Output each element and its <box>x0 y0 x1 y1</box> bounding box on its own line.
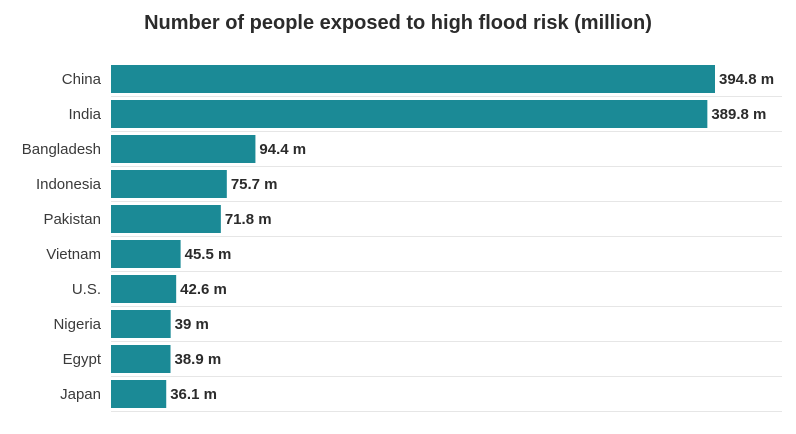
bar-pakistan <box>111 205 221 233</box>
value-label: 389.8 m <box>711 106 766 123</box>
value-label: 75.7 m <box>231 176 278 193</box>
value-label: 38.9 m <box>175 351 222 368</box>
category-label: Indonesia <box>36 176 102 193</box>
bar-nigeria <box>111 310 171 338</box>
value-label: 39 m <box>175 316 209 333</box>
category-label: India <box>68 106 101 123</box>
bar-u-s <box>111 275 177 303</box>
category-label: Nigeria <box>53 316 101 333</box>
category-label: Pakistan <box>43 211 101 228</box>
category-label: Japan <box>60 386 101 403</box>
value-label: 36.1 m <box>170 386 217 403</box>
value-label: 45.5 m <box>185 246 232 263</box>
chart-title: Number of people exposed to high flood r… <box>144 12 652 34</box>
category-label: Egypt <box>63 351 102 368</box>
bar-india <box>111 100 708 128</box>
value-label: 94.4 m <box>259 141 306 158</box>
category-label: U.S. <box>72 281 101 298</box>
value-label: 394.8 m <box>719 71 774 88</box>
bar-china <box>111 65 715 93</box>
bar-bangladesh <box>111 135 256 163</box>
category-label: Bangladesh <box>22 141 101 158</box>
value-label: 71.8 m <box>225 211 272 228</box>
bar-vietnam <box>111 240 181 268</box>
bar-japan <box>111 380 167 408</box>
bar-indonesia <box>111 170 227 198</box>
bar-egypt <box>111 345 171 373</box>
category-label: Vietnam <box>46 246 101 263</box>
category-label: China <box>62 71 102 88</box>
value-label: 42.6 m <box>180 281 227 298</box>
